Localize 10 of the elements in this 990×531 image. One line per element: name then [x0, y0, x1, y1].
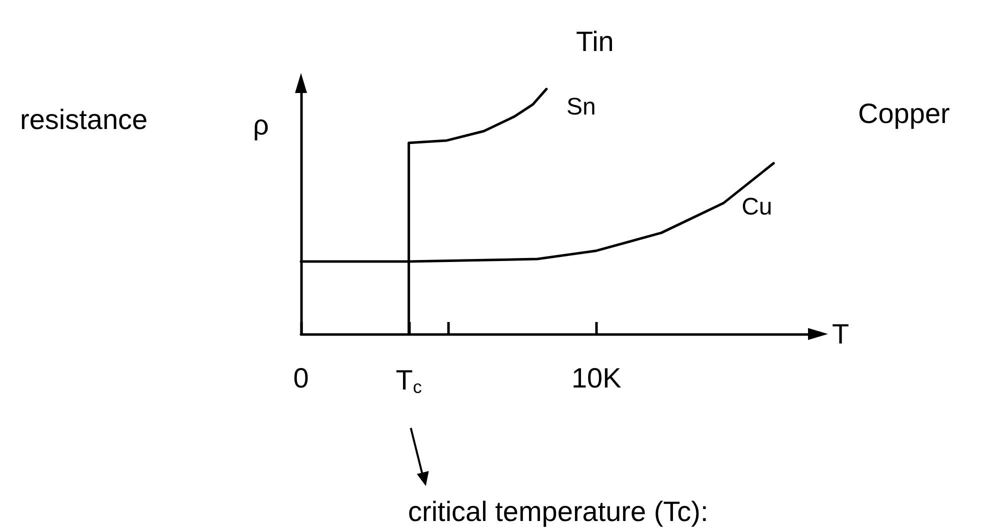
- series-label: Sn: [566, 94, 596, 120]
- text: resistance: [20, 104, 148, 136]
- y-axis-title: ρ: [253, 110, 269, 140]
- text: critical temperature (Tc):: [408, 496, 708, 528]
- x-axis-title: T: [832, 318, 850, 350]
- x-tick-label: 0: [293, 362, 309, 394]
- text: Tin: [576, 26, 614, 58]
- x-tick-label: 10K: [571, 362, 622, 394]
- series-label: Cu: [742, 194, 772, 221]
- text: Copper: [858, 98, 950, 130]
